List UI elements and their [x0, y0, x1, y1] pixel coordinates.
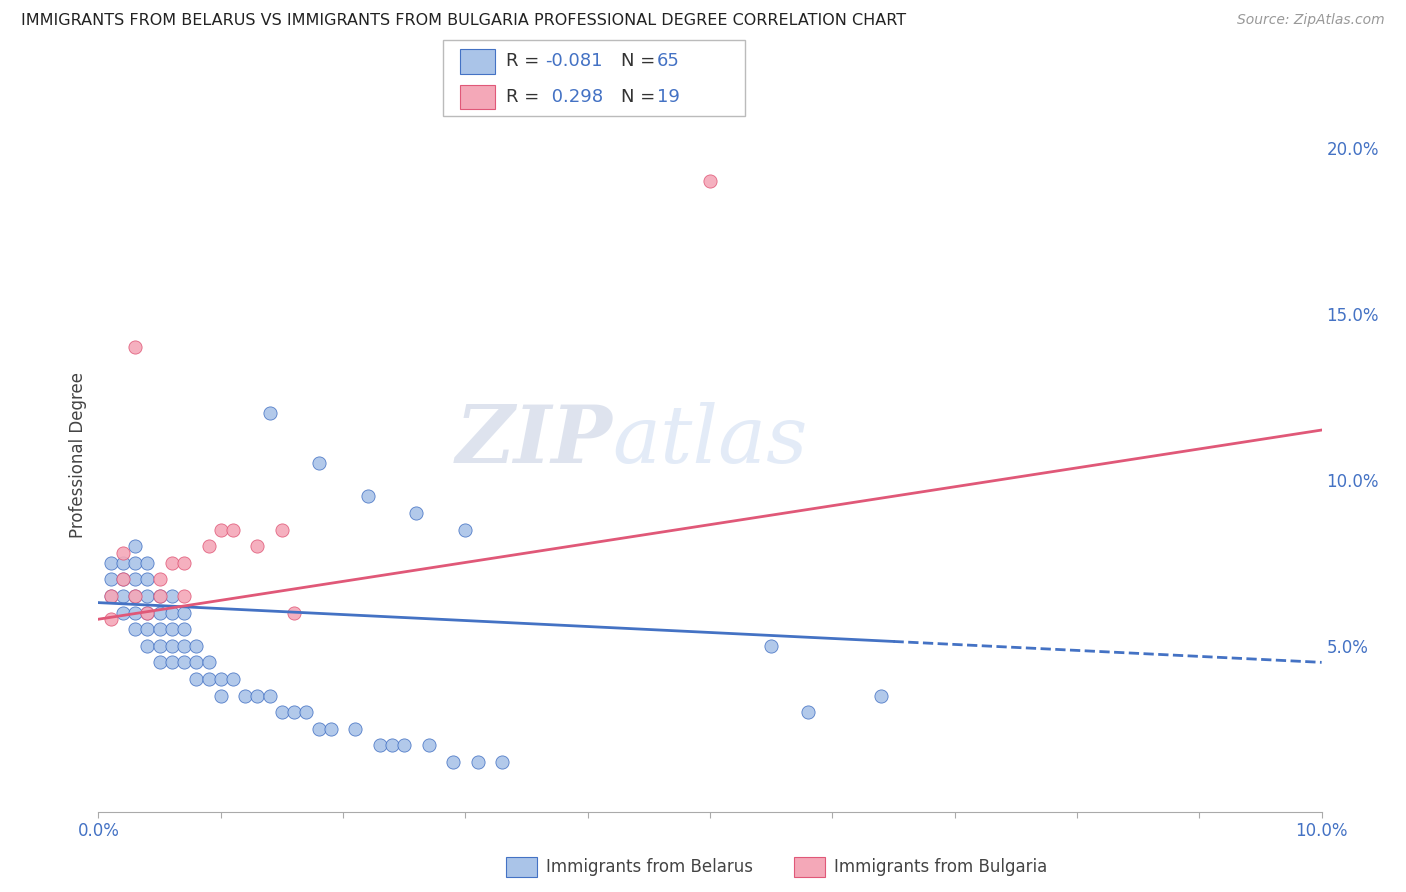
Point	[100, 589, 122, 603]
Point	[759, 639, 782, 653]
Point	[270, 523, 292, 537]
Point	[124, 340, 146, 354]
Text: N =: N =	[621, 53, 661, 70]
Point	[259, 689, 281, 703]
Text: 0.298: 0.298	[546, 88, 603, 106]
Point	[149, 656, 172, 670]
Point	[136, 639, 159, 653]
Point	[283, 705, 305, 719]
Point	[136, 606, 159, 620]
Point	[111, 573, 134, 587]
Point	[149, 589, 172, 603]
Point	[111, 589, 134, 603]
Point	[270, 705, 292, 719]
Point	[173, 622, 195, 636]
Point	[124, 589, 146, 603]
Point	[392, 739, 416, 753]
Point	[100, 612, 122, 626]
Point	[491, 755, 513, 769]
Point	[160, 656, 183, 670]
Point	[124, 573, 146, 587]
Point	[454, 523, 477, 537]
Text: atlas: atlas	[612, 402, 807, 479]
Point	[136, 622, 159, 636]
Point	[136, 589, 159, 603]
Point	[699, 174, 721, 188]
Point	[149, 606, 172, 620]
Point	[136, 573, 159, 587]
Y-axis label: Professional Degree: Professional Degree	[69, 372, 87, 538]
Point	[100, 556, 122, 570]
Point	[160, 589, 183, 603]
Point	[160, 606, 183, 620]
Point	[160, 622, 183, 636]
Point	[222, 523, 245, 537]
Point	[149, 639, 172, 653]
Point	[246, 539, 269, 553]
Point	[149, 622, 172, 636]
Point	[197, 672, 219, 686]
Point	[319, 722, 342, 736]
Point	[111, 546, 134, 560]
Point	[295, 705, 318, 719]
Point	[209, 523, 232, 537]
Point	[111, 556, 134, 570]
Point	[136, 556, 159, 570]
Point	[149, 573, 172, 587]
Point	[283, 606, 305, 620]
Point	[149, 589, 172, 603]
Point	[209, 672, 232, 686]
Point	[173, 589, 195, 603]
Text: IMMIGRANTS FROM BELARUS VS IMMIGRANTS FROM BULGARIA PROFESSIONAL DEGREE CORRELAT: IMMIGRANTS FROM BELARUS VS IMMIGRANTS FR…	[21, 13, 907, 29]
Point	[160, 556, 183, 570]
Text: N =: N =	[621, 88, 661, 106]
Point	[344, 722, 367, 736]
Point	[870, 689, 893, 703]
Point	[441, 755, 464, 769]
Point	[186, 639, 208, 653]
Point	[173, 656, 195, 670]
Point	[100, 589, 122, 603]
Point	[246, 689, 269, 703]
Point	[209, 689, 232, 703]
Point	[797, 705, 820, 719]
Point	[186, 672, 208, 686]
Point	[197, 539, 219, 553]
Point	[124, 589, 146, 603]
Point	[124, 556, 146, 570]
Text: Immigrants from Belarus: Immigrants from Belarus	[546, 858, 752, 876]
Point	[186, 656, 208, 670]
Point	[100, 573, 122, 587]
Point	[111, 606, 134, 620]
Point	[136, 606, 159, 620]
Point	[308, 722, 330, 736]
Text: ZIP: ZIP	[456, 402, 612, 479]
Point	[160, 639, 183, 653]
Point	[173, 556, 195, 570]
Point	[197, 656, 219, 670]
Text: R =: R =	[506, 88, 546, 106]
Point	[124, 622, 146, 636]
Text: Immigrants from Bulgaria: Immigrants from Bulgaria	[834, 858, 1047, 876]
Point	[381, 739, 404, 753]
Point	[368, 739, 391, 753]
Point	[356, 490, 378, 504]
Point	[418, 739, 440, 753]
Text: 65: 65	[657, 53, 679, 70]
Point	[124, 539, 146, 553]
Point	[173, 606, 195, 620]
Point	[173, 639, 195, 653]
Point	[222, 672, 245, 686]
Text: R =: R =	[506, 53, 546, 70]
Point	[405, 506, 427, 520]
Point	[111, 573, 134, 587]
Point	[259, 406, 281, 420]
Text: -0.081: -0.081	[546, 53, 603, 70]
Text: 19: 19	[657, 88, 679, 106]
Point	[467, 755, 489, 769]
Point	[233, 689, 256, 703]
Text: Source: ZipAtlas.com: Source: ZipAtlas.com	[1237, 13, 1385, 28]
Point	[308, 456, 330, 470]
Point	[124, 606, 146, 620]
